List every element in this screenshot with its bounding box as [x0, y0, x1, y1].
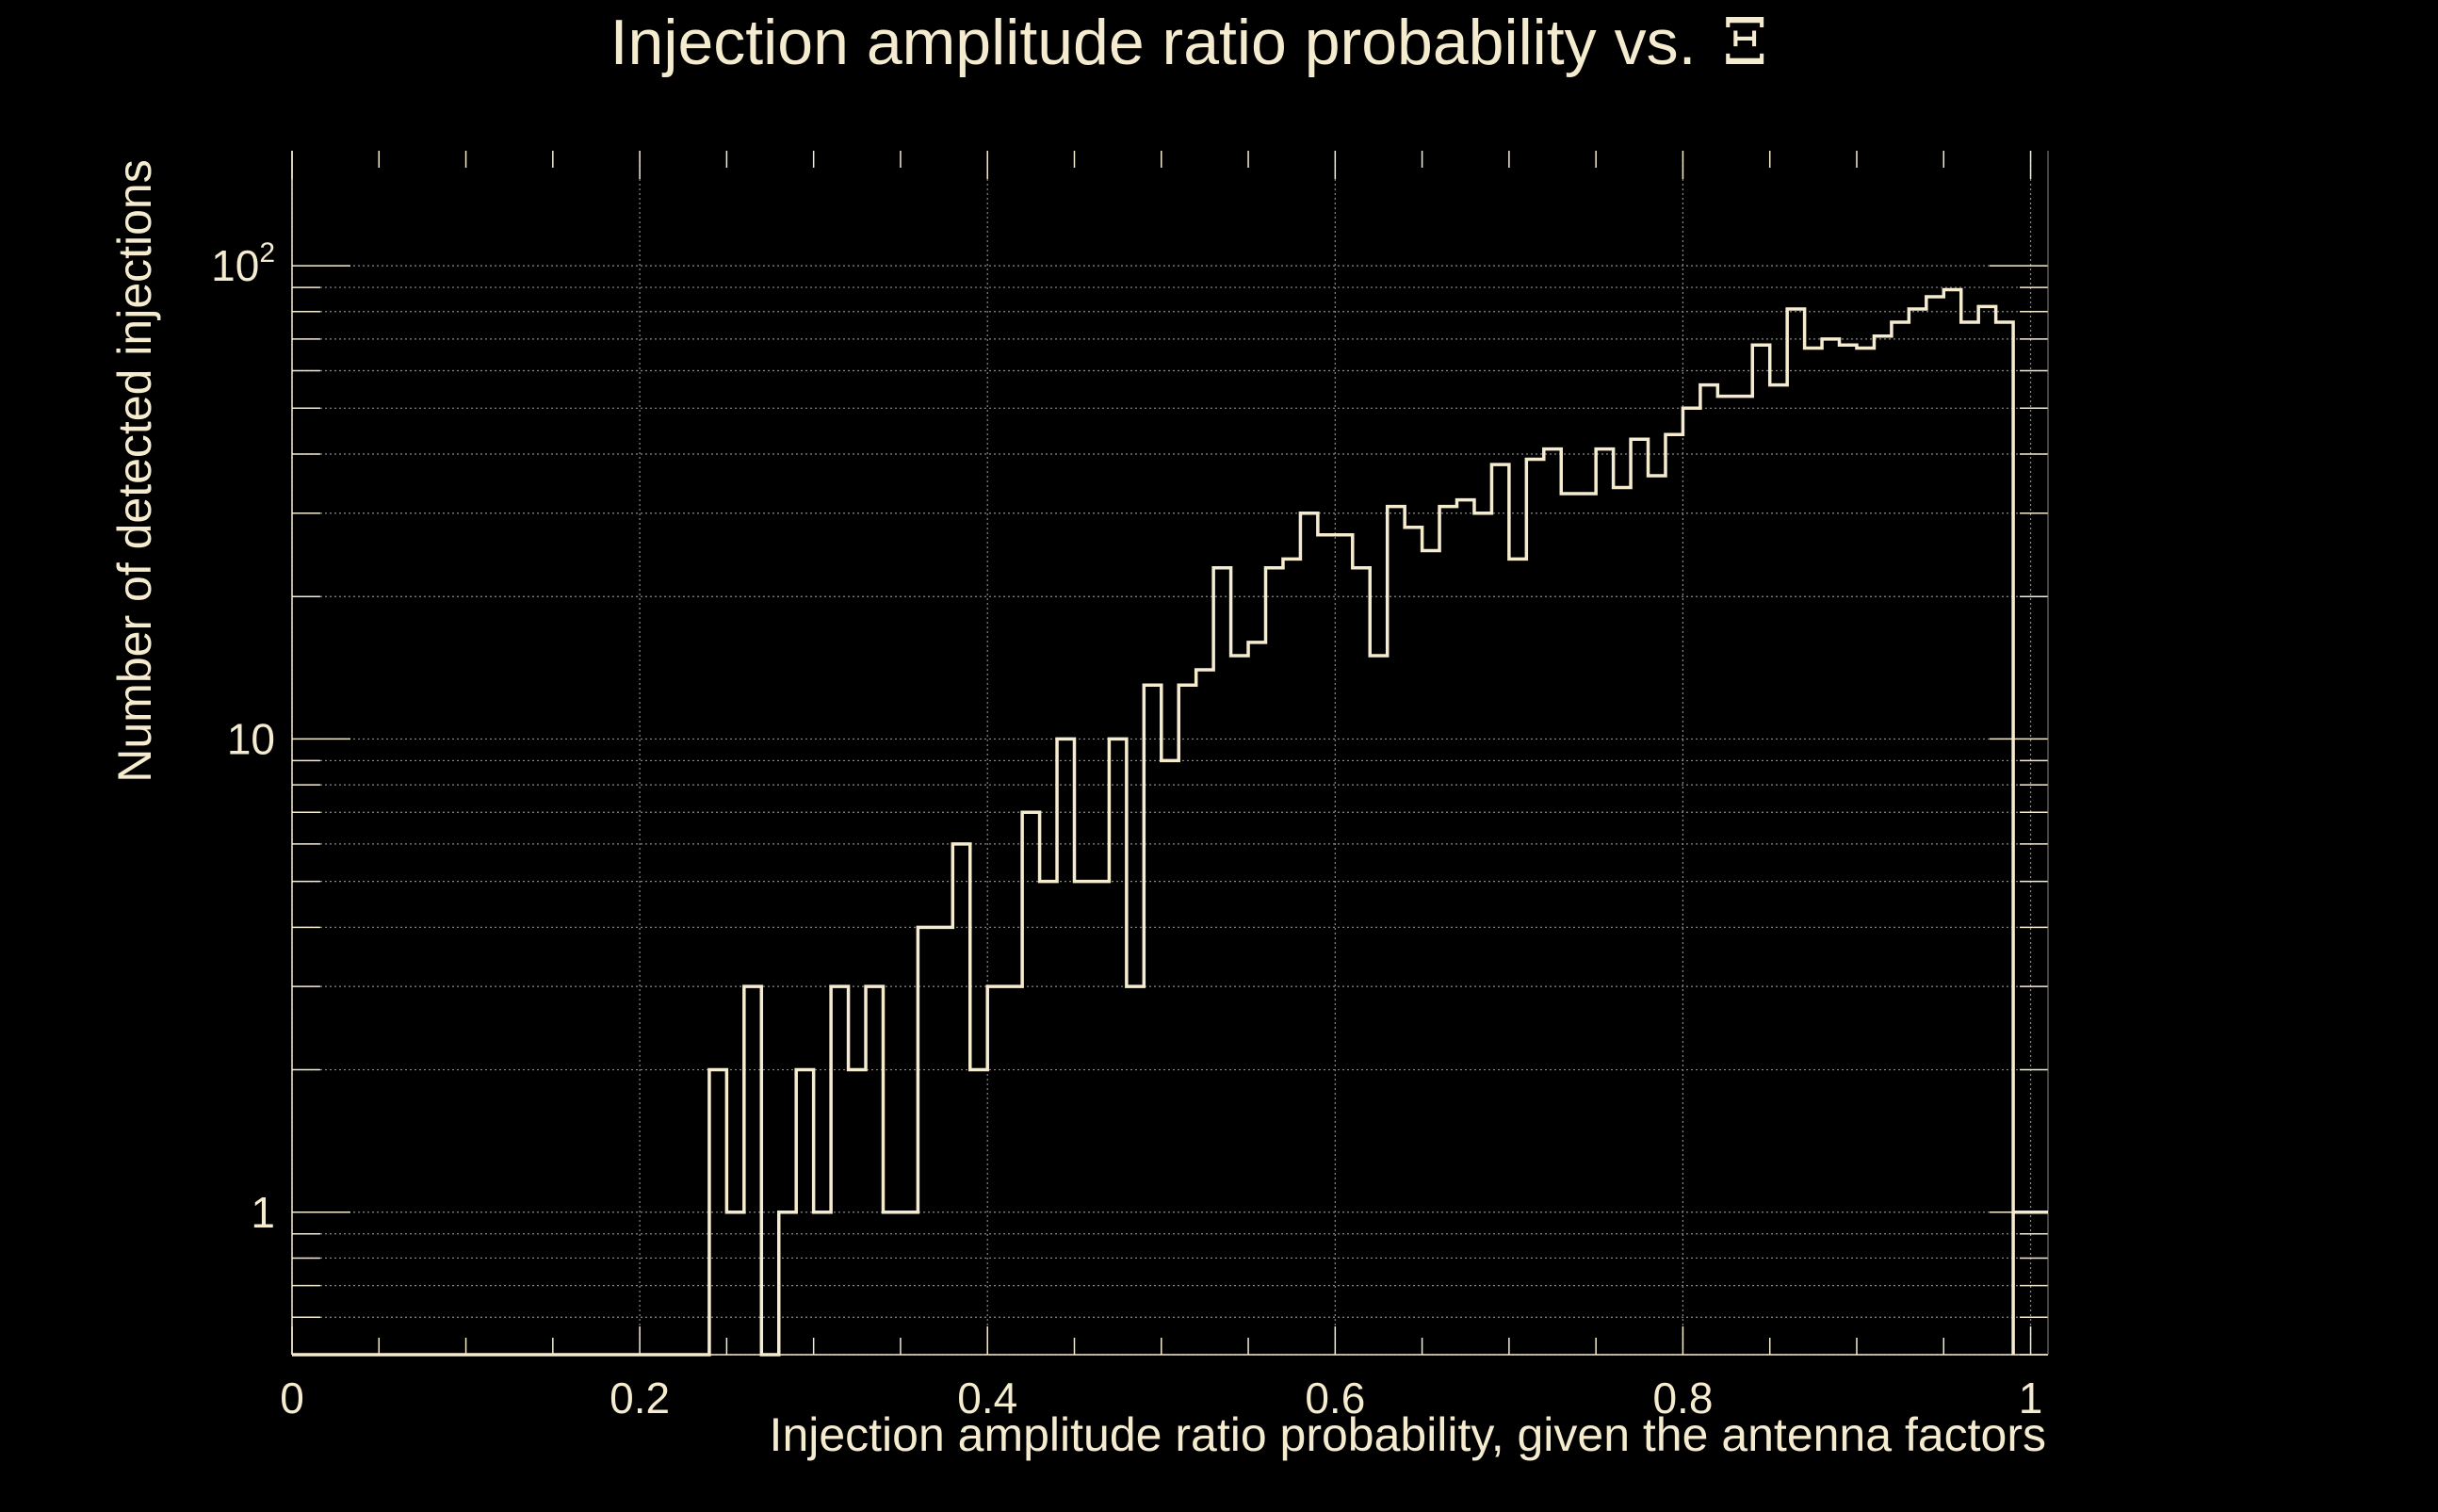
histogram-bin [1770, 385, 1787, 1355]
grid-layer [291, 151, 2048, 1356]
histogram-bin [1614, 487, 1631, 1355]
histogram-bin [1561, 494, 1578, 1355]
histogram-bin [796, 1070, 813, 1355]
histogram-bin [1805, 348, 1822, 1355]
histogram-bin [1840, 345, 1857, 1355]
y-tick-label: 102 [211, 237, 275, 290]
data-layer [292, 287, 2048, 1357]
histogram-bin [1248, 642, 1265, 1355]
histogram-bin [1283, 559, 1300, 1355]
histogram-bin [987, 986, 1004, 1355]
histogram-bin [1040, 882, 1057, 1355]
x-tick-label: 0 [280, 1374, 304, 1423]
histogram-bin [1213, 568, 1230, 1355]
histogram-bin [1178, 685, 1195, 1355]
chart-title: Injection amplitude ratio probability vs… [610, 6, 1768, 80]
histogram-bin [1996, 322, 2013, 1355]
x-tick-label: 0.4 [957, 1374, 1017, 1423]
y-tick-label: 10 [227, 714, 275, 763]
x-tick-label: 0.6 [1305, 1374, 1365, 1423]
histogram-bin [1092, 882, 1109, 1355]
histogram-bin [1787, 309, 1804, 1355]
histogram-bin [1596, 449, 1613, 1355]
histogram-bin [901, 1212, 918, 1355]
histogram-bin [709, 1070, 726, 1355]
histogram-bin [1961, 322, 1978, 1355]
histogram-bin [1300, 513, 1317, 1355]
histogram-bin [1909, 309, 1926, 1355]
histogram-bin [1892, 322, 1909, 1355]
histogram-bin [1857, 348, 1874, 1355]
y-tick-label: 1 [251, 1188, 275, 1237]
histogram-bin [1109, 739, 1126, 1355]
histogram-bin [935, 927, 952, 1355]
histogram-bin [1509, 559, 1526, 1355]
histogram-bin [1405, 528, 1422, 1355]
histogram-bin [1335, 535, 1352, 1355]
y-tick-label-base: 10 [211, 241, 259, 290]
histogram-bin [1631, 439, 1648, 1355]
histogram-bin [1318, 535, 1335, 1355]
histogram-bin [1127, 986, 1144, 1355]
histogram-bin [1666, 434, 1682, 1355]
histogram-bin [1474, 513, 1491, 1355]
histogram-bin [970, 1070, 987, 1355]
histogram-bin [831, 986, 848, 1355]
histogram-bin [1926, 297, 1943, 1355]
histogram-bin [1649, 476, 1666, 1355]
histogram-bin [1074, 882, 1091, 1355]
histogram-bin [952, 844, 969, 1355]
histogram-bin [1526, 460, 1543, 1355]
histogram-bin [849, 1070, 866, 1355]
histogram-bin [883, 1212, 900, 1355]
histogram-bin [1579, 494, 1596, 1355]
histogram-bin [1422, 551, 1439, 1355]
histogram-bin [1544, 449, 1561, 1355]
histogram-bin [1822, 339, 1839, 1355]
histogram-bin [1388, 507, 1405, 1355]
y-tick-label-exponent: 2 [259, 237, 275, 268]
histogram-bin [1266, 568, 1283, 1355]
histogram-bin [1005, 986, 1022, 1355]
histogram-bin [1196, 670, 1213, 1355]
histogram-bin [1978, 306, 1995, 1355]
histogram-bin [1231, 656, 1248, 1355]
histogram-bin [1700, 385, 1717, 1355]
y-axis-label: Number of detected injections [108, 159, 161, 782]
histogram-bin [1353, 568, 1370, 1355]
x-tick-label: 1 [2019, 1374, 2043, 1423]
histogram-bin [1022, 812, 1039, 1355]
histogram-bin [918, 927, 935, 1355]
histogram-bin [1752, 345, 1769, 1355]
histogram-bin [1144, 685, 1161, 1355]
histogram-bin [779, 1212, 796, 1355]
histogram-bin [1457, 500, 1474, 1355]
histogram-bin [1682, 408, 1699, 1355]
histogram-bin [1162, 760, 1178, 1355]
x-axis-label: Injection amplitude ratio probability, g… [770, 1408, 2046, 1461]
histogram-bin [1943, 290, 1960, 1355]
histogram-bin [1057, 739, 1074, 1355]
histogram-bin [726, 1212, 743, 1355]
histogram-outline [292, 287, 2015, 1357]
histogram-bin [1874, 336, 1891, 1355]
histogram-bin [1735, 397, 1752, 1355]
histogram-bin [1439, 507, 1456, 1355]
x-tick-label: 0.8 [1652, 1374, 1713, 1423]
histogram-bin [1717, 397, 1734, 1355]
x-tick-label: 0.2 [610, 1374, 670, 1423]
chart-title-text: Injection amplitude ratio probability vs… [610, 7, 1697, 78]
histogram-bin [814, 1212, 831, 1355]
chart-title-symbol: Ξ [1722, 6, 1767, 80]
histogram-bin [1491, 464, 1508, 1355]
histogram-bin [866, 986, 883, 1355]
histogram-bin [1370, 656, 1387, 1355]
histogram-bin [744, 986, 761, 1355]
